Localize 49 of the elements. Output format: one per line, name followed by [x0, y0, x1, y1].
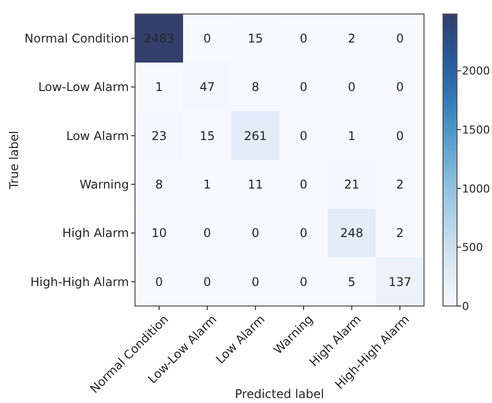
- data-label: 15: [248, 32, 264, 46]
- data-label: 0: [252, 274, 260, 289]
- data-label: 10: [151, 226, 167, 240]
- data-label: 137: [388, 274, 412, 289]
- y-tick-label: High-High Alarm: [30, 274, 129, 289]
- data-label: 0: [203, 274, 212, 289]
- data-label: 0: [396, 32, 404, 46]
- data-label: 2483: [144, 32, 174, 46]
- data-label: 0: [155, 274, 163, 289]
- color-bar-label: 1500: [462, 123, 490, 136]
- color-bar-label: 500: [462, 241, 483, 254]
- data-label: 0: [396, 128, 404, 143]
- data-label: 5: [348, 274, 356, 289]
- data-label: 261: [244, 128, 267, 143]
- data-label: 0: [300, 128, 308, 143]
- data-label: 8: [252, 80, 260, 94]
- data-label: 1: [203, 178, 212, 192]
- data-label: 248: [340, 226, 364, 240]
- data-label: 15: [200, 128, 215, 143]
- y-tick-label: High Alarm: [62, 226, 129, 240]
- data-label: 0: [300, 274, 308, 289]
- y-tick-label: Warning: [80, 178, 129, 192]
- data-label: 0: [203, 32, 212, 46]
- color-bar-label: 0: [462, 300, 469, 313]
- x-axis-title: Predicted label: [234, 387, 324, 401]
- data-label: 1: [348, 128, 356, 143]
- color-bar-label: 1000: [462, 182, 490, 196]
- y-tick-label: Normal Condition: [24, 32, 129, 46]
- data-label: 0: [348, 80, 356, 94]
- data-label: 2: [396, 226, 404, 240]
- data-label: 0: [252, 226, 260, 240]
- y-axis-title: True label: [7, 130, 21, 190]
- data-label: 0: [300, 226, 308, 240]
- data-label: 0: [300, 32, 308, 46]
- data-label: 2: [396, 178, 404, 192]
- data-label: 21: [344, 178, 360, 192]
- data-label: 2: [348, 32, 356, 46]
- data-label: 23: [151, 128, 167, 143]
- y-tick-label: Low Alarm: [66, 128, 129, 143]
- data-label: 0: [203, 226, 212, 240]
- data-label: 11: [248, 178, 264, 192]
- data-label: 0: [396, 80, 404, 94]
- y-tick-label: Low-Low Alarm: [38, 80, 129, 94]
- color-bar-label: 2000: [462, 64, 490, 78]
- data-label: 47: [200, 80, 215, 94]
- data-label: 1: [155, 80, 163, 94]
- data-label: 0: [300, 80, 308, 94]
- data-label: 0: [300, 178, 308, 192]
- data-label: 8: [155, 178, 163, 192]
